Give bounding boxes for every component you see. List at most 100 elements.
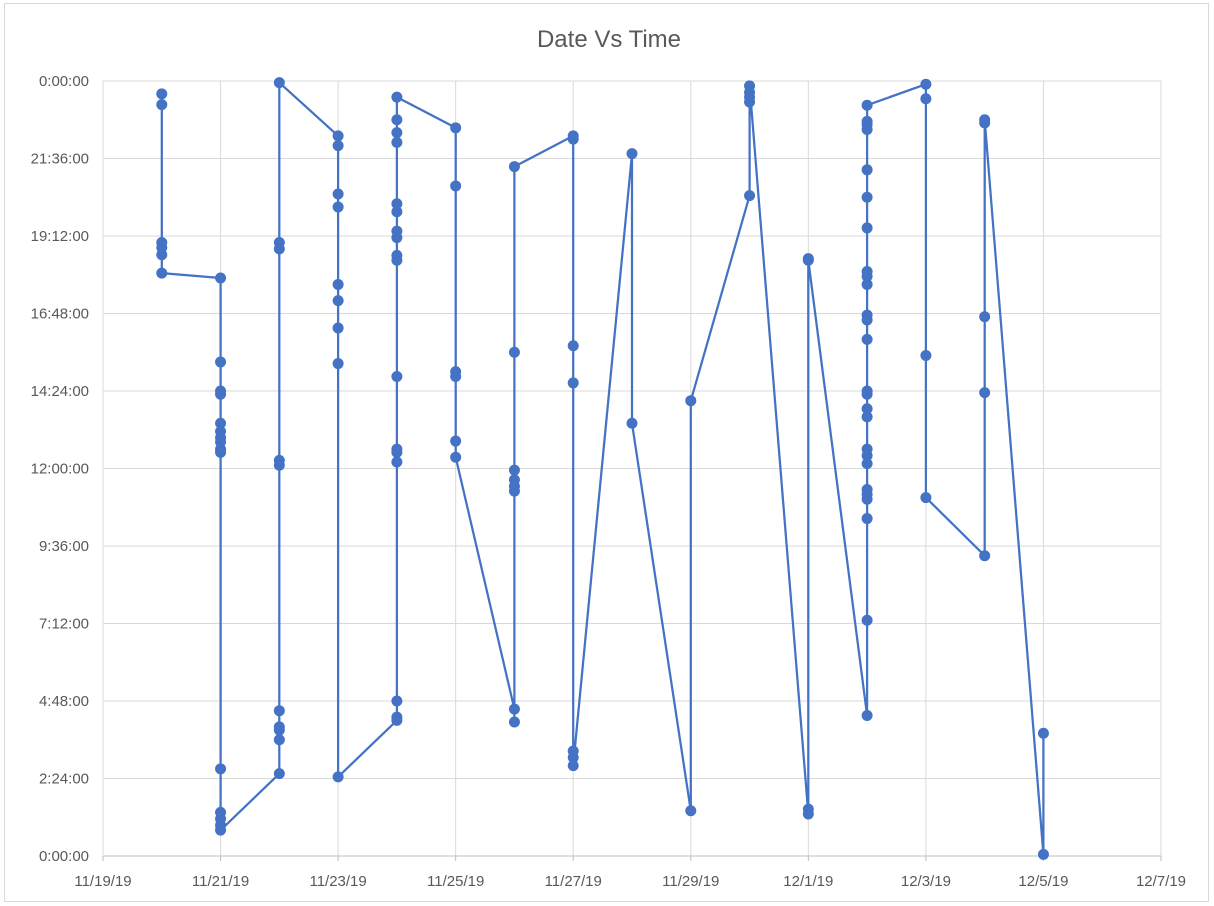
data-point [332, 771, 344, 783]
data-point [332, 130, 344, 142]
data-point [450, 435, 462, 447]
data-point [215, 272, 227, 284]
data-point [273, 721, 285, 733]
data-point [391, 249, 403, 261]
x-tick-label: 12/5/19 [1018, 873, 1068, 890]
data-point [273, 734, 285, 746]
data-point [215, 763, 227, 775]
data-point [391, 456, 403, 468]
data-point [861, 443, 873, 455]
data-point [861, 115, 873, 127]
data-point [273, 77, 285, 89]
data-point [332, 188, 344, 200]
data-point [273, 454, 285, 466]
data-point [332, 358, 344, 370]
data-point [391, 711, 403, 723]
data-point [744, 190, 756, 202]
data-point [508, 161, 520, 173]
data-point [1037, 727, 1049, 739]
data-point [920, 349, 932, 361]
data-point [391, 114, 403, 126]
y-tick-label: 14:24:00 [31, 383, 89, 400]
y-tick-label: 19:12:00 [31, 228, 89, 245]
data-point [156, 88, 168, 100]
data-point [508, 464, 520, 476]
data-point [450, 451, 462, 463]
x-tick-label: 11/29/19 [662, 873, 719, 890]
data-point [861, 385, 873, 397]
data-point [391, 695, 403, 707]
x-tick-label: 11/25/19 [427, 873, 484, 890]
y-tick-label: 12:00:00 [31, 461, 89, 478]
y-tick-label: 7:12:00 [39, 616, 89, 633]
y-tick-label: 0:00:00 [39, 73, 89, 90]
data-point [332, 295, 344, 307]
data-point [626, 148, 638, 160]
y-tick-label: 4:48:00 [39, 693, 89, 710]
data-point [979, 114, 991, 126]
data-point [920, 78, 932, 90]
data-point [332, 322, 344, 334]
data-point [567, 377, 579, 389]
data-point [861, 483, 873, 495]
data-point [215, 824, 227, 836]
data-point [920, 93, 932, 105]
data-point [391, 136, 403, 148]
data-point [685, 395, 697, 407]
data-point [979, 387, 991, 399]
data-point [450, 180, 462, 192]
data-point [508, 716, 520, 728]
x-tick-label: 11/23/19 [309, 873, 366, 890]
chart-title: Date Vs Time [537, 26, 681, 53]
data-point [332, 278, 344, 290]
data-point [861, 710, 873, 722]
data-point [273, 705, 285, 717]
data-point [979, 550, 991, 562]
data-point [567, 760, 579, 772]
data-point [508, 474, 520, 486]
data-point [332, 140, 344, 152]
y-tick-label: 16:48:00 [31, 306, 89, 323]
x-tick-label: 12/3/19 [901, 873, 951, 890]
y-tick-label: 9:36:00 [39, 538, 89, 555]
data-point [215, 388, 227, 400]
data-point [861, 164, 873, 176]
data-point [744, 80, 756, 92]
data-point [685, 805, 697, 817]
data-point [391, 198, 403, 210]
data-point [156, 249, 168, 261]
data-point [508, 346, 520, 358]
data-point [391, 127, 403, 139]
tick-label-layer: 0:00:00 2:24:00 4:48:00 7:12:00 9:36:00 12:00… [31, 73, 1186, 890]
data-point [861, 513, 873, 525]
x-tick-label: 12/1/19 [783, 873, 833, 890]
data-point [332, 201, 344, 213]
data-point [450, 122, 462, 134]
data-point [979, 311, 991, 323]
data-point [450, 370, 462, 382]
x-tick-label: 11/19/19 [74, 873, 131, 890]
axis-layer [102, 81, 1162, 861]
data-point [273, 768, 285, 780]
x-tick-label: 12/7/19 [1136, 873, 1186, 890]
data-point [861, 333, 873, 345]
data-point [391, 91, 403, 103]
data-point [861, 266, 873, 278]
data-point [861, 99, 873, 111]
x-tick-label: 11/27/19 [545, 873, 602, 890]
chart-svg: Date Vs Time 0:00:00 2:24:00 4:48:00 7:12:0… [31, 26, 1186, 890]
data-point [861, 191, 873, 203]
y-tick-label: 0:00:00 [39, 848, 89, 865]
data-point [156, 99, 168, 111]
data-point [920, 492, 932, 504]
data-point [567, 340, 579, 352]
chart-frame: Date Vs Time 0:00:00 2:24:00 4:48:00 7:12:0… [4, 3, 1209, 902]
data-point [802, 254, 814, 266]
data-point [567, 133, 579, 145]
data-point [391, 225, 403, 237]
data-point [861, 222, 873, 234]
data-point [273, 236, 285, 248]
data-point [861, 614, 873, 626]
data-point [215, 356, 227, 368]
data-point [156, 267, 168, 279]
